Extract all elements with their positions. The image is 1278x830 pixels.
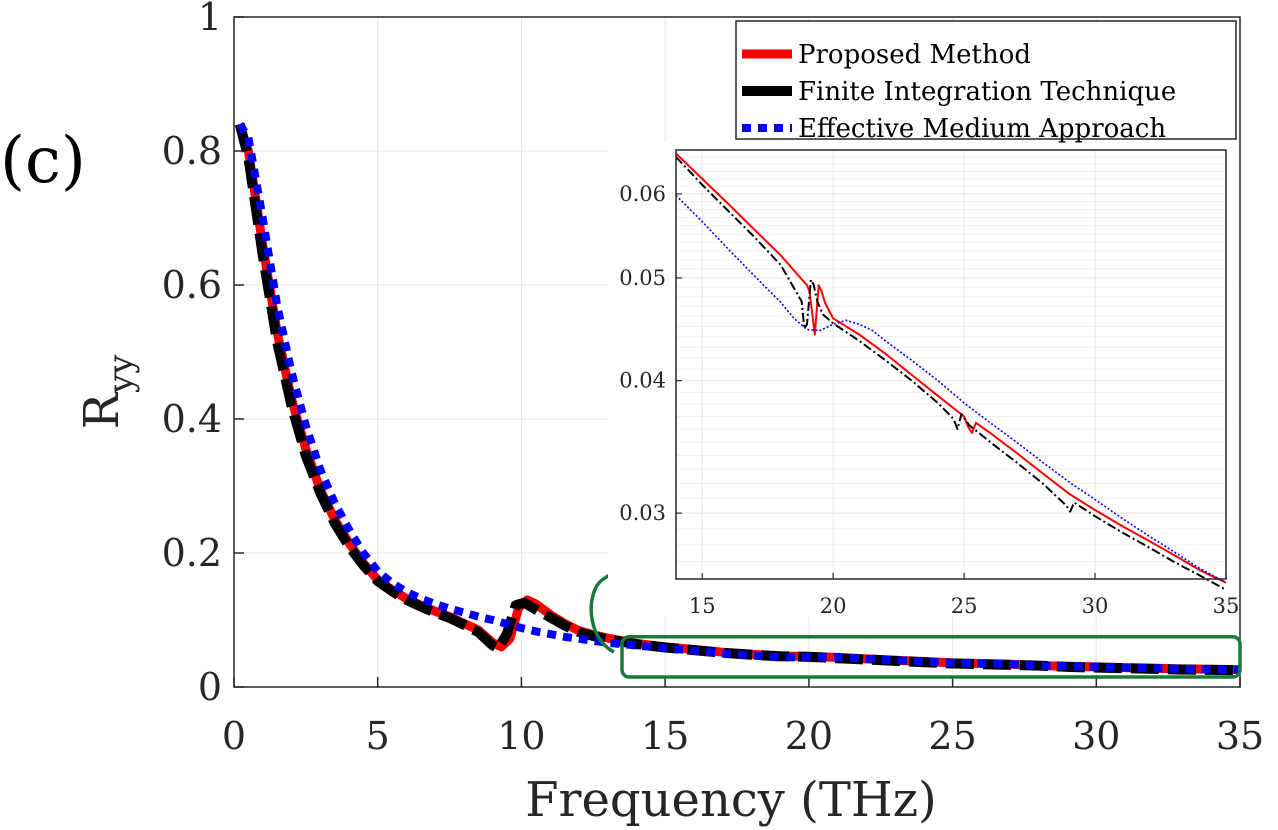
inset-background	[608, 142, 1238, 617]
main-x-tick-label: 5	[366, 714, 390, 758]
main-series-group	[234, 122, 1241, 676]
inset-ticks: 15 20 25 30 35 0.03 0.04 0.05 0.06	[619, 182, 1239, 618]
inset-y-tick-label: 0.06	[619, 182, 666, 206]
legend-label-fit: Finite Integration Technique	[798, 77, 1176, 107]
inset-series-group	[675, 152, 1227, 591]
inset-y-tick-label: 0.03	[619, 501, 666, 525]
main-ticks: 0 5 10 15 20 25 30 35 0 0.2 0.4 0.6 0.8 1	[162, 0, 1265, 758]
inset-plot-frame	[675, 149, 1227, 580]
main-x-tick-label: 15	[641, 714, 689, 758]
inset-series-proposed-line	[675, 152, 1227, 584]
zoom-region-box	[620, 635, 1242, 679]
legend-label-ema: Effective Medium Approach	[798, 114, 1166, 144]
inset-y-tick-label: 0.04	[619, 369, 666, 393]
main-series-ema-line	[236, 122, 1241, 674]
legend-label-proposed: Proposed Method	[798, 40, 1031, 70]
y-axis-title-sub: yy	[101, 354, 141, 394]
inset-chart: 15 20 25 30 35 0.03 0.04 0.05 0.06	[608, 142, 1239, 618]
main-y-tick-label: 1	[198, 0, 222, 39]
inset-x-tick-label: 25	[951, 594, 978, 618]
inset-x-tick-label: 20	[820, 594, 847, 618]
main-y-tick-label: 0.8	[162, 129, 222, 173]
inset-grid	[676, 150, 1227, 579]
main-y-tick-label: 0.4	[162, 397, 222, 441]
main-x-tick-label: 25	[928, 714, 976, 758]
inset-x-tick-label: 30	[1082, 594, 1109, 618]
inset-x-tick-label: 35	[1213, 594, 1240, 618]
legend: Proposed Method Finite Integration Techni…	[735, 20, 1237, 144]
x-axis-title: Frequency (THz)	[525, 772, 937, 828]
main-y-tick-label: 0	[198, 665, 222, 709]
panel-label: (c)	[0, 124, 86, 198]
main-x-tick-label: 10	[497, 714, 545, 758]
main-x-tick-label: 35	[1216, 714, 1264, 758]
inset-y-tick-label: 0.05	[619, 266, 666, 290]
main-x-tick-label: 30	[1072, 714, 1120, 758]
main-x-tick-label: 0	[222, 714, 246, 758]
y-axis-title-main: R	[74, 391, 130, 429]
main-x-tick-label: 20	[785, 714, 833, 758]
main-y-tick-label: 0.2	[162, 531, 222, 575]
main-y-tick-label: 0.6	[162, 263, 222, 307]
inset-x-tick-label: 15	[689, 594, 716, 618]
legend-box	[735, 20, 1237, 140]
y-axis-title: Ryy	[74, 354, 141, 429]
main-plot-frame	[233, 16, 1241, 688]
inset-series-ema-line	[675, 194, 1227, 584]
